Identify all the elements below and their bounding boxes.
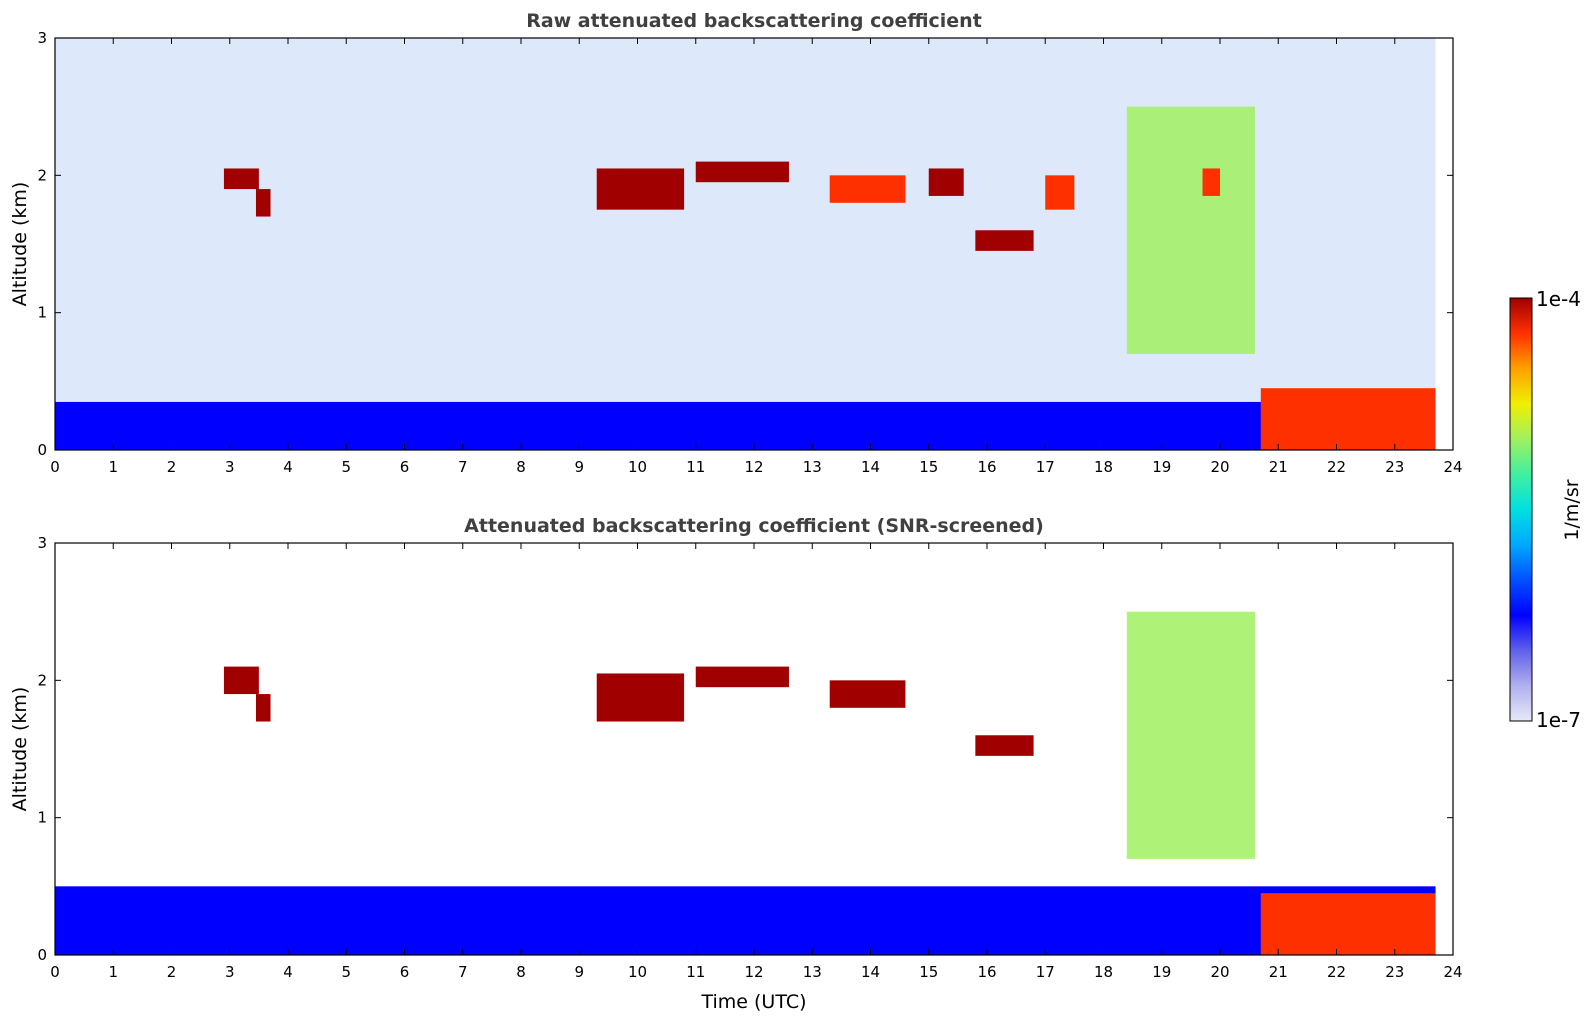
x-tick-label: 6 xyxy=(400,458,410,476)
bottom-heatmap xyxy=(55,611,1436,955)
heatmap-feature-cloud xyxy=(596,168,685,210)
colorbar: 1e-4 1e-7 1/m/sr xyxy=(1509,287,1583,732)
x-tick-label: 5 xyxy=(341,963,351,981)
bottom-y-axis-label: Altitude (km) xyxy=(9,687,31,812)
y-tick-label: 0 xyxy=(37,441,47,459)
x-tick-label: 16 xyxy=(977,458,996,476)
x-tick-label: 4 xyxy=(283,458,293,476)
x-tick-label: 1 xyxy=(108,458,118,476)
heatmap-feature-cloud xyxy=(255,189,271,217)
x-tick-label: 19 xyxy=(1152,458,1171,476)
y-tick-label: 0 xyxy=(37,946,47,964)
heatmap-feature-boundary-layer xyxy=(55,401,1436,450)
heatmap-feature-boundary-layer xyxy=(55,886,1436,955)
x-tick-label: 21 xyxy=(1269,963,1288,981)
y-tick-label: 1 xyxy=(37,809,47,827)
top-panel-title: Raw attenuated backscattering coefficien… xyxy=(526,10,982,32)
x-tick-label: 16 xyxy=(977,963,996,981)
y-tick-label: 2 xyxy=(37,671,47,689)
y-tick-label: 2 xyxy=(37,166,47,184)
colorbar-min-label: 1e-7 xyxy=(1536,708,1581,732)
x-tick-label: 22 xyxy=(1327,963,1346,981)
y-tick-label: 3 xyxy=(37,534,47,552)
x-tick-label: 18 xyxy=(1094,963,1113,981)
y-tick-label: 3 xyxy=(37,29,47,47)
bottom-panel-title: Attenuated backscattering coefficient (S… xyxy=(464,515,1044,537)
heatmap-feature-precipitation xyxy=(1260,893,1436,955)
heatmap-feature-cloud xyxy=(695,666,789,688)
x-tick-label: 23 xyxy=(1385,963,1404,981)
x-tick-label: 12 xyxy=(744,458,763,476)
x-tick-label: 2 xyxy=(167,963,177,981)
x-tick-label: 22 xyxy=(1327,458,1346,476)
heatmap-feature-cloud xyxy=(975,735,1034,756)
heatmap-feature-precipitation xyxy=(1260,388,1436,450)
x-tick-label: 10 xyxy=(628,963,647,981)
x-tick-label: 14 xyxy=(861,963,880,981)
x-tick-label: 8 xyxy=(516,963,526,981)
x-tick-label: 9 xyxy=(574,963,584,981)
x-tick-label: 2 xyxy=(167,458,177,476)
x-tick-label: 21 xyxy=(1269,458,1288,476)
heatmap-feature-cloud xyxy=(255,694,271,722)
x-tick-label: 9 xyxy=(574,458,584,476)
colorbar-unit-label: 1/m/sr xyxy=(1561,479,1583,540)
top-panel: Raw attenuated backscattering coefficien… xyxy=(9,10,1463,476)
x-tick-label: 10 xyxy=(628,458,647,476)
x-tick-label: 5 xyxy=(341,458,351,476)
x-tick-label: 7 xyxy=(458,963,468,981)
bottom-x-axis-label: Time (UTC) xyxy=(700,991,806,1013)
x-tick-label: 15 xyxy=(919,458,938,476)
x-tick-label: 17 xyxy=(1036,963,1055,981)
x-tick-label: 15 xyxy=(919,963,938,981)
bottom-panel: Attenuated backscattering coefficient (S… xyxy=(9,515,1463,1013)
x-tick-label: 0 xyxy=(50,963,60,981)
x-tick-label: 4 xyxy=(283,963,293,981)
bottom-x-axis: 0 1 2 3 4 5 6 7 8 9 10 11 12 13 14 15 16 17 18 19 20 21 22 23 24 xyxy=(50,543,1463,981)
y-tick-label: 1 xyxy=(37,304,47,322)
x-tick-label: 11 xyxy=(686,458,705,476)
x-tick-label: 19 xyxy=(1152,963,1171,981)
x-tick-label: 14 xyxy=(861,458,880,476)
colorbar-scale xyxy=(1509,297,1533,722)
x-tick-label: 6 xyxy=(400,963,410,981)
top-x-axis: 0 1 2 3 4 5 6 7 8 9 10 11 12 13 14 15 16 17 18 19 20 21 22 23 24 xyxy=(50,38,1463,476)
heatmap-feature-virga xyxy=(1126,106,1255,354)
heatmap-feature-virga xyxy=(1126,611,1255,859)
x-tick-label: 7 xyxy=(458,458,468,476)
x-tick-label: 24 xyxy=(1443,458,1462,476)
heatmap-feature-cloud xyxy=(1045,175,1075,210)
heatmap-feature-cloud xyxy=(829,680,906,708)
top-y-axis-label: Altitude (km) xyxy=(9,182,31,307)
heatmap-feature-cloud xyxy=(223,666,259,695)
x-tick-label: 20 xyxy=(1210,458,1229,476)
x-tick-label: 17 xyxy=(1036,458,1055,476)
heatmap-feature-cloud xyxy=(1202,168,1220,196)
top-heatmap xyxy=(55,38,1436,450)
x-tick-label: 24 xyxy=(1443,963,1462,981)
x-tick-label: 3 xyxy=(225,458,235,476)
x-tick-label: 18 xyxy=(1094,458,1113,476)
heatmap-feature-cloud xyxy=(829,175,906,203)
x-tick-label: 13 xyxy=(803,458,822,476)
heatmap-feature-cloud xyxy=(695,161,789,183)
heatmap-feature-cloud xyxy=(596,673,685,722)
heatmap-feature-cloud xyxy=(223,168,259,190)
x-tick-label: 23 xyxy=(1385,458,1404,476)
x-tick-label: 13 xyxy=(803,963,822,981)
heatmap-feature-cloud xyxy=(928,168,964,196)
x-tick-label: 20 xyxy=(1210,963,1229,981)
x-tick-label: 1 xyxy=(108,963,118,981)
x-tick-label: 8 xyxy=(516,458,526,476)
x-tick-label: 12 xyxy=(744,963,763,981)
colorbar-max-label: 1e-4 xyxy=(1536,287,1581,311)
top-y-axis: 0 1 2 3 xyxy=(37,29,1453,459)
x-tick-label: 3 xyxy=(225,963,235,981)
x-tick-label: 0 xyxy=(50,458,60,476)
heatmap-feature-cloud xyxy=(975,230,1034,251)
x-tick-label: 11 xyxy=(686,963,705,981)
bottom-y-axis: 0 1 2 3 xyxy=(37,534,1453,964)
